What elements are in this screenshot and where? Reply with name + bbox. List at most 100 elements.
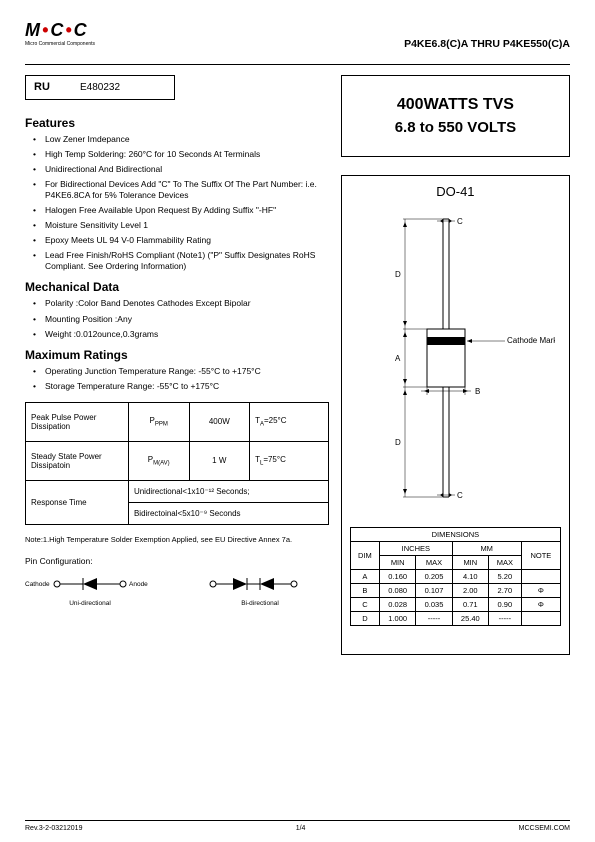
- features-title: Features: [25, 116, 329, 130]
- page-header: M•C•C Micro Commercial Components P4KE6.…: [25, 20, 570, 65]
- response-bi: Bidirectoinal<5x10⁻⁹ Seconds: [128, 502, 328, 524]
- ratings-table: Peak Pulse Power Dissipation PPPM 400W T…: [25, 402, 329, 525]
- dim-header: MAX: [416, 556, 452, 570]
- dim-cell: 4.10: [452, 570, 488, 584]
- table-row: Steady State Power Dissipatoin PM(AV) 1 …: [26, 441, 329, 480]
- feature-item: Epoxy Meets UL 94 V-0 Flammability Ratin…: [37, 235, 329, 246]
- dim-cell: -----: [488, 612, 521, 626]
- response-uni: Unidirectional<1x10⁻¹² Seconds;: [128, 480, 328, 502]
- dim-cell: B: [350, 584, 379, 598]
- svg-text:B: B: [475, 387, 480, 396]
- dim-cell: [521, 570, 560, 584]
- rating-label: Steady State Power Dissipatoin: [26, 441, 129, 480]
- max-ratings-list: Operating Junction Temperature Range: -5…: [25, 366, 329, 392]
- table-header-row: DIM INCHES MM NOTE: [350, 542, 560, 556]
- table-header-row: DIMENSIONS: [350, 528, 560, 542]
- feature-item: Low Zener Imdepance: [37, 134, 329, 145]
- dim-cell: 1.000: [380, 612, 416, 626]
- title-line2: 6.8 to 550 VOLTS: [350, 119, 561, 136]
- mechanical-item: Polarity :Color Band Denotes Cathodes Ex…: [37, 298, 329, 309]
- dim-header: MIN: [452, 556, 488, 570]
- dim-header: MIN: [380, 556, 416, 570]
- table-row: Peak Pulse Power Dissipation PPPM 400W T…: [26, 402, 329, 441]
- dim-cell: -----: [416, 612, 452, 626]
- diode-bi-icon: [205, 576, 315, 598]
- footer-page: 1/4: [296, 825, 306, 832]
- rating-value: 1 W: [189, 441, 250, 480]
- package-outline-box: DO-41: [341, 175, 570, 655]
- dim-cell: Φ: [521, 598, 560, 612]
- mechanical-list: Polarity :Color Band Denotes Cathodes Ex…: [25, 298, 329, 339]
- feature-item: Moisture Sensitivity Level 1: [37, 220, 329, 231]
- pin-uni-label: Uni-directional: [25, 600, 155, 607]
- dim-cell: 0.71: [452, 598, 488, 612]
- dim-title: DIMENSIONS: [350, 528, 560, 542]
- dim-cell: 0.035: [416, 598, 452, 612]
- rating-symbol: PM(AV): [128, 441, 189, 480]
- svg-text:RU: RU: [34, 81, 50, 93]
- max-ratings-title: Maximum Ratings: [25, 348, 329, 362]
- feature-item: Unidirectional And Bidirectional: [37, 164, 329, 175]
- mechanical-item: Weight :0.012ounce,0.3grams: [37, 329, 329, 340]
- max-rating-item: Storage Temperature Range: -55°C to +175…: [37, 381, 329, 392]
- table-row: D 1.000 ----- 25.40 -----: [350, 612, 560, 626]
- title-line1: 400WATTS TVS: [350, 96, 561, 114]
- logo-m: M: [25, 20, 42, 40]
- rating-symbol: PPPM: [128, 402, 189, 441]
- svg-text:D: D: [395, 438, 401, 447]
- dim-cell: 25.40: [452, 612, 488, 626]
- note-text: Note:1.High Temperature Solder Exemption…: [25, 535, 329, 544]
- logo-c2: C: [74, 20, 89, 40]
- logo-dot2: •: [65, 20, 73, 40]
- dim-cell: 0.160: [380, 570, 416, 584]
- logo: M•C•C Micro Commercial Components: [25, 20, 95, 47]
- dim-cell: 2.00: [452, 584, 488, 598]
- rating-value: 400W: [189, 402, 250, 441]
- logo-c1: C: [50, 20, 65, 40]
- feature-item: For Bidirectional Devices Add "C" To The…: [37, 179, 329, 201]
- svg-text:Anode: Anode: [129, 581, 148, 588]
- pin-config-title: Pin Configuration:: [25, 556, 329, 566]
- dim-cell: 5.20: [488, 570, 521, 584]
- table-row: B 0.080 0.107 2.00 2.70 Φ: [350, 584, 560, 598]
- dim-cell: 0.107: [416, 584, 452, 598]
- dim-cell: 0.205: [416, 570, 452, 584]
- dim-header: INCHES: [380, 542, 453, 556]
- svg-text:C: C: [457, 217, 463, 226]
- features-list: Low Zener Imdepance High Temp Soldering:…: [25, 134, 329, 272]
- mechanical-title: Mechanical Data: [25, 280, 329, 294]
- feature-item: Halogen Free Available Upon Request By A…: [37, 205, 329, 216]
- dim-cell: [521, 612, 560, 626]
- dim-cell: Φ: [521, 584, 560, 598]
- dim-cell: 2.70: [488, 584, 521, 598]
- svg-text:Cathode Mark: Cathode Mark: [507, 336, 555, 345]
- dim-header: MM: [452, 542, 521, 556]
- svg-text:A: A: [395, 354, 401, 363]
- rating-condition: TL=75°C: [250, 441, 329, 480]
- table-row: C 0.028 0.035 0.71 0.90 Φ: [350, 598, 560, 612]
- table-row: A 0.160 0.205 4.10 5.20: [350, 570, 560, 584]
- dim-cell: C: [350, 598, 379, 612]
- pin-diagrams: Cathode Anode Uni-directional: [25, 576, 329, 607]
- footer-rev: Rev.3-2-03212019: [25, 825, 82, 832]
- diode-uni-icon: Cathode Anode: [25, 576, 155, 598]
- max-rating-item: Operating Junction Temperature Range: -5…: [37, 366, 329, 377]
- svg-text:Cathode: Cathode: [25, 581, 50, 588]
- mechanical-item: Mounting Position :Any: [37, 314, 329, 325]
- left-column: RU E480232 Features Low Zener Imdepance …: [25, 75, 329, 655]
- footer-url: MCCSEMI.COM: [519, 825, 570, 832]
- svg-text:C: C: [457, 491, 463, 500]
- certification-box: RU E480232: [25, 75, 175, 100]
- dim-header: DIM: [350, 542, 379, 570]
- right-column: 400WATTS TVS 6.8 to 550 VOLTS DO-41: [341, 75, 570, 655]
- product-title-box: 400WATTS TVS 6.8 to 550 VOLTS: [341, 75, 570, 157]
- svg-text:D: D: [395, 270, 401, 279]
- page-footer: Rev.3-2-03212019 1/4 MCCSEMI.COM: [25, 820, 570, 832]
- logo-subtitle: Micro Commercial Components: [25, 41, 95, 47]
- dim-cell: 0.028: [380, 598, 416, 612]
- table-row: Response Time Unidirectional<1x10⁻¹² Sec…: [26, 480, 329, 502]
- feature-item: Lead Free Finish/RoHS Compliant (Note1) …: [37, 250, 329, 272]
- dim-header: NOTE: [521, 542, 560, 570]
- response-label: Response Time: [26, 480, 129, 524]
- pin-bi-label: Bi-directional: [205, 600, 315, 607]
